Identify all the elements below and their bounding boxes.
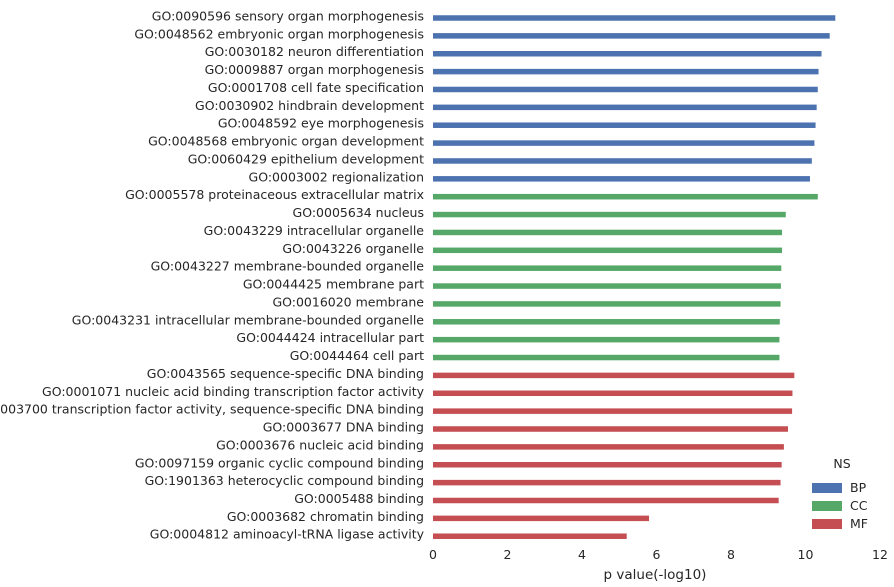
category-label: GO:0001708 cell fate specification bbox=[208, 80, 424, 95]
category-label: GO:0048568 embryonic organ development bbox=[148, 134, 424, 149]
category-label: GO:0003676 nucleic acid binding bbox=[216, 437, 424, 452]
bar-28 bbox=[433, 497, 779, 504]
category-label: GO:0016020 membrane bbox=[272, 294, 424, 309]
bar-7 bbox=[433, 122, 816, 128]
bar-12 bbox=[433, 211, 786, 218]
category-label: GO:0044464 cell part bbox=[290, 348, 424, 363]
bar-10 bbox=[433, 176, 810, 182]
x-axis-label: p value(-log10) bbox=[604, 567, 707, 583]
category-labels-group: GO:0090596 sensory organ morphogenesis GO… bbox=[0, 9, 425, 542]
legend-swatch-cc bbox=[812, 501, 842, 511]
bar-8 bbox=[433, 140, 815, 146]
legend-swatch-mf bbox=[812, 519, 842, 529]
bar-30 bbox=[433, 533, 627, 539]
category-label: GO:0005578 proteinaceous extracellular m… bbox=[125, 187, 424, 202]
x-tick-label: 12 bbox=[872, 547, 888, 562]
bar-24 bbox=[433, 426, 788, 432]
x-tick-label: 6 bbox=[653, 547, 661, 562]
category-label: GO:0044424 intracellular part bbox=[236, 330, 424, 345]
category-label: GO:0048562 embryonic organ morphogenesis bbox=[134, 26, 424, 41]
bar-25 bbox=[433, 444, 784, 450]
category-label: GO:0003002 regionalization bbox=[249, 169, 424, 184]
category-label: GO:0044425 membrane part bbox=[243, 277, 424, 292]
legend-label-mf: MF bbox=[850, 516, 868, 531]
category-label: GO:0043565 sequence-specific DNA binding bbox=[147, 366, 424, 381]
category-label: GO:0001071 nucleic acid binding transcri… bbox=[42, 384, 425, 399]
category-label: GO:0048592 eye morphogenesis bbox=[218, 116, 424, 131]
x-tick-label: 4 bbox=[578, 547, 586, 562]
bar-26 bbox=[433, 462, 782, 468]
bar-18 bbox=[433, 319, 780, 325]
legend-label-bp: BP bbox=[850, 480, 867, 495]
category-label: GO:1901363 heterocyclic compound binding bbox=[145, 473, 424, 488]
bar-13 bbox=[433, 229, 783, 236]
bar-5 bbox=[433, 86, 818, 93]
bar-9 bbox=[433, 158, 812, 164]
legend-swatch-bp bbox=[812, 483, 842, 493]
category-label: GO:0030182 neuron differentiation bbox=[205, 44, 424, 59]
bar-2 bbox=[433, 33, 830, 39]
bar-20 bbox=[433, 354, 780, 361]
bar-6 bbox=[433, 104, 817, 111]
x-tick-label: 8 bbox=[727, 547, 735, 562]
legend-label-cc: CC bbox=[850, 498, 868, 513]
bar-22 bbox=[433, 390, 793, 397]
category-label: GO:0009887 organ morphogenesis bbox=[205, 62, 424, 77]
bar-4 bbox=[433, 68, 819, 75]
legend-title: NS bbox=[833, 456, 850, 471]
bar-15 bbox=[433, 265, 782, 271]
category-label: GO:0060429 epithelium development bbox=[188, 151, 424, 166]
bar-14 bbox=[433, 247, 783, 254]
bar-3 bbox=[433, 50, 822, 57]
category-label: GO:0005488 binding bbox=[294, 491, 424, 506]
category-label: GO:0043229 intracellular organelle bbox=[204, 223, 425, 238]
category-label: GO:0003700 transcription factor activity… bbox=[0, 402, 424, 417]
bar-21 bbox=[433, 372, 795, 379]
x-tick-label: 10 bbox=[798, 547, 814, 562]
category-label: GO:0003677 DNA binding bbox=[263, 420, 424, 435]
category-label: GO:0043227 membrane-bounded organelle bbox=[151, 259, 425, 274]
category-label: GO:0004812 aminoacyl-tRNA ligase activit… bbox=[150, 527, 425, 542]
bars-group bbox=[433, 15, 836, 539]
category-label: GO:0097159 organic cyclic compound bindi… bbox=[135, 455, 424, 470]
category-label: GO:0043231 intracellular membrane-bounde… bbox=[72, 312, 425, 327]
x-tick-label: 2 bbox=[504, 547, 512, 562]
bar-29 bbox=[433, 515, 650, 522]
bar-23 bbox=[433, 408, 793, 414]
bar-11 bbox=[433, 193, 818, 200]
bar-19 bbox=[433, 336, 780, 343]
category-label: GO:0043226 organelle bbox=[282, 241, 424, 256]
bar-17 bbox=[433, 301, 781, 307]
category-label: GO:0003682 chromatin binding bbox=[227, 509, 424, 524]
x-tick-labels-group: 0 2 4 6 8 10 12 bbox=[429, 547, 888, 562]
bar-16 bbox=[433, 283, 781, 289]
legend: NS BP CC MF bbox=[812, 456, 868, 531]
category-label: GO:0005634 nucleus bbox=[293, 205, 424, 220]
bar-1 bbox=[433, 15, 836, 21]
bar-27 bbox=[433, 479, 781, 486]
x-tick-label: 0 bbox=[429, 547, 437, 562]
category-label: GO:0030902 hindbrain development bbox=[195, 98, 424, 113]
category-label: GO:0090596 sensory organ morphogenesis bbox=[152, 9, 424, 24]
legend-entries: BP CC MF bbox=[812, 480, 868, 531]
